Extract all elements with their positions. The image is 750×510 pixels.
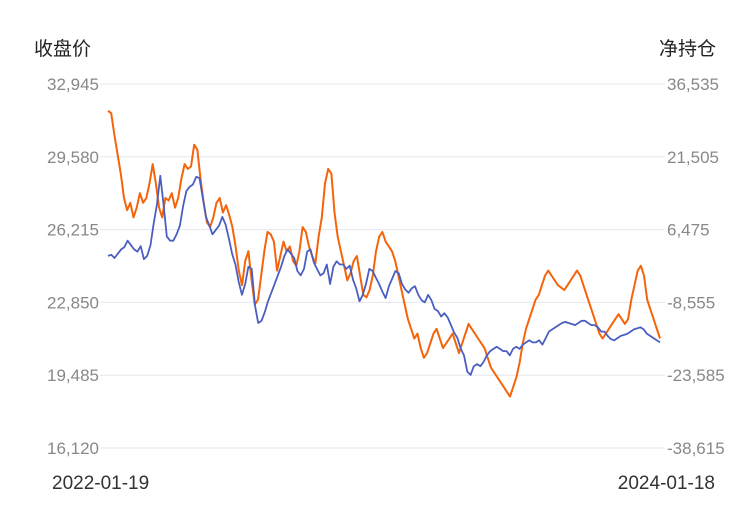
right-tick-label: -23,585 [667, 366, 725, 385]
right-tick-label: 36,535 [667, 75, 719, 94]
right-axis-ticks: 36,535 21,505 6,475 -8,555 -23,585 -38,615 [667, 75, 725, 458]
right-axis-title: 净持仓 [659, 38, 716, 60]
left-tick-label: 19,485 [47, 366, 99, 385]
left-tick-label: 32,945 [47, 75, 99, 94]
left-tick-label: 16,120 [47, 439, 99, 458]
x-start-date-label: 2022-01-19 [52, 473, 149, 494]
gridlines [100, 83, 665, 449]
left-tick-label: 29,580 [47, 148, 99, 167]
x-end-date-label: 2024-01-18 [618, 473, 715, 494]
right-tick-label: 6,475 [667, 221, 710, 240]
left-axis-ticks: 32,945 29,580 26,215 22,850 19,485 16,120 [47, 75, 99, 458]
close-price-line [107, 174, 661, 376]
left-axis-title: 收盘价 [34, 38, 91, 60]
series-lines [107, 110, 661, 398]
net-position-line [107, 110, 661, 398]
right-tick-label: -38,615 [667, 439, 725, 458]
right-tick-label: -8,555 [667, 293, 715, 312]
left-tick-label: 26,215 [47, 221, 99, 240]
right-tick-label: 21,505 [667, 148, 719, 167]
left-tick-label: 22,850 [47, 293, 99, 312]
